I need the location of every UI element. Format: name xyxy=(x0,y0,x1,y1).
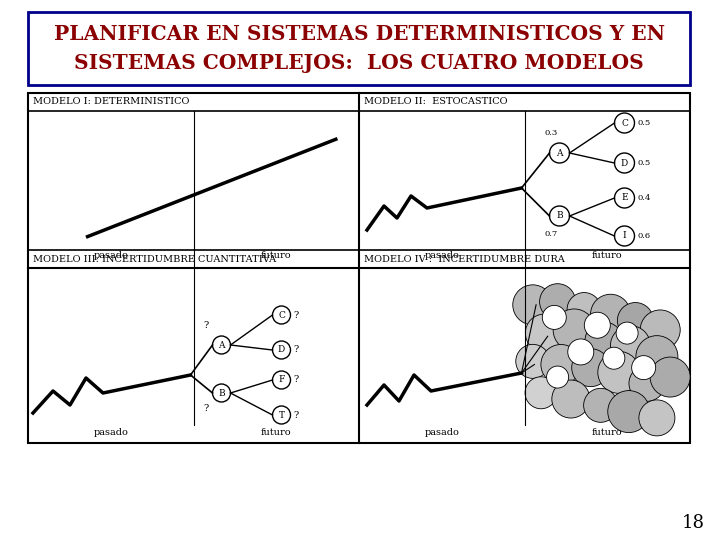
Circle shape xyxy=(568,339,594,365)
Circle shape xyxy=(585,322,623,360)
Text: pasado: pasado xyxy=(94,251,128,260)
Circle shape xyxy=(542,306,567,329)
Text: ?: ? xyxy=(294,310,299,320)
Text: ?: ? xyxy=(204,321,209,330)
Text: F: F xyxy=(279,375,284,384)
Text: futuro: futuro xyxy=(592,251,623,260)
Circle shape xyxy=(639,400,675,436)
Text: E: E xyxy=(621,193,628,202)
Circle shape xyxy=(650,357,690,397)
Text: 0.5: 0.5 xyxy=(637,159,651,167)
Text: MODELO IV :  INCERTIDUMBRE DURA: MODELO IV : INCERTIDUMBRE DURA xyxy=(364,254,564,264)
Text: pasado: pasado xyxy=(94,428,128,437)
Circle shape xyxy=(525,377,557,409)
Text: T: T xyxy=(279,410,284,420)
Text: pasado: pasado xyxy=(424,428,459,437)
Text: ?: ? xyxy=(204,404,209,413)
Circle shape xyxy=(272,406,290,424)
Text: ?: ? xyxy=(294,410,299,420)
Text: C: C xyxy=(621,118,628,127)
Text: 0.5: 0.5 xyxy=(637,119,651,127)
Text: A: A xyxy=(557,148,563,158)
Text: 0.7: 0.7 xyxy=(544,230,558,238)
Text: 0.6: 0.6 xyxy=(637,232,651,240)
Circle shape xyxy=(549,143,570,163)
Text: MODELO II:  ESTOCASTICO: MODELO II: ESTOCASTICO xyxy=(364,98,508,106)
Circle shape xyxy=(553,309,595,351)
Circle shape xyxy=(516,345,550,379)
Circle shape xyxy=(584,388,618,422)
Text: B: B xyxy=(556,212,563,220)
Circle shape xyxy=(617,302,653,339)
Text: SISTEMAS COMPLEJOS:  LOS CUATRO MODELOS: SISTEMAS COMPLEJOS: LOS CUATRO MODELOS xyxy=(74,53,644,73)
Circle shape xyxy=(513,285,553,325)
Circle shape xyxy=(585,312,611,338)
FancyBboxPatch shape xyxy=(28,12,690,85)
Circle shape xyxy=(611,326,650,366)
Circle shape xyxy=(539,284,575,320)
Circle shape xyxy=(552,380,590,418)
Circle shape xyxy=(212,336,230,354)
Circle shape xyxy=(614,188,634,208)
Circle shape xyxy=(598,352,640,393)
Text: 0.4: 0.4 xyxy=(637,194,651,202)
Circle shape xyxy=(526,314,563,352)
Circle shape xyxy=(567,293,601,327)
Text: futuro: futuro xyxy=(261,251,292,260)
Circle shape xyxy=(272,371,290,389)
Circle shape xyxy=(614,113,634,133)
Circle shape xyxy=(636,336,678,377)
Text: futuro: futuro xyxy=(261,428,292,437)
Text: ?: ? xyxy=(294,346,299,354)
Circle shape xyxy=(541,345,581,384)
Text: ?: ? xyxy=(294,375,299,384)
Circle shape xyxy=(640,310,680,350)
Text: pasado: pasado xyxy=(424,251,459,260)
Text: MODELO I: DETERMINISTICO: MODELO I: DETERMINISTICO xyxy=(33,98,189,106)
Circle shape xyxy=(546,366,569,388)
Circle shape xyxy=(629,366,665,401)
Circle shape xyxy=(549,206,570,226)
Circle shape xyxy=(603,347,625,369)
Text: I: I xyxy=(623,232,626,240)
Circle shape xyxy=(212,384,230,402)
Circle shape xyxy=(590,294,631,334)
Text: C: C xyxy=(278,310,285,320)
Text: futuro: futuro xyxy=(592,428,623,437)
Text: D: D xyxy=(278,346,285,354)
Circle shape xyxy=(616,322,638,344)
Circle shape xyxy=(614,153,634,173)
Text: A: A xyxy=(218,341,225,349)
Text: PLANIFICAR EN SISTEMAS DETERMINISTICOS Y EN: PLANIFICAR EN SISTEMAS DETERMINISTICOS Y… xyxy=(53,24,665,44)
Circle shape xyxy=(272,341,290,359)
Circle shape xyxy=(614,226,634,246)
Text: MODELO III: INCERTIDUMBRE CUANTITATIVA: MODELO III: INCERTIDUMBRE CUANTITATIVA xyxy=(33,254,276,264)
Text: 0.3: 0.3 xyxy=(544,129,558,137)
Bar xyxy=(28,93,690,443)
Text: D: D xyxy=(621,159,628,167)
Circle shape xyxy=(631,356,656,380)
Circle shape xyxy=(572,349,610,387)
Text: B: B xyxy=(218,388,225,397)
Circle shape xyxy=(272,306,290,324)
Text: 18: 18 xyxy=(682,514,705,532)
Circle shape xyxy=(608,390,649,433)
